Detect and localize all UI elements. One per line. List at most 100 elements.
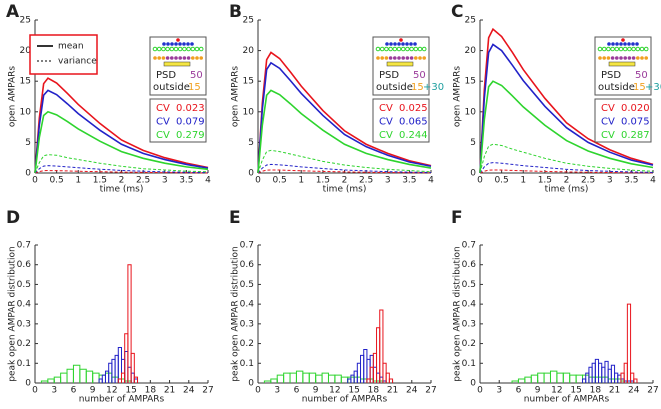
x-tick-label: 12 [329, 386, 340, 396]
receptor-dot [631, 42, 635, 46]
membrane-dot [421, 46, 427, 52]
psd-count: 50 [635, 70, 648, 81]
psd-dot [409, 56, 414, 60]
y-tick-label: 0.5 [462, 280, 476, 290]
psd-dot [186, 56, 191, 60]
y-tick-label: 5 [470, 138, 476, 148]
membrane-dot [597, 46, 603, 52]
hist-bin [321, 372, 329, 383]
legend-label: mean [58, 42, 84, 52]
panel-label: F [451, 208, 463, 228]
outside-label: outside [376, 82, 413, 93]
cv-value: 0.079 [176, 117, 205, 128]
y-tick-label: 0.5 [240, 280, 254, 290]
y-tick-label: 0.4 [17, 300, 32, 310]
x-tick-label: 15 [570, 386, 581, 396]
membrane-dot [156, 46, 162, 52]
x-tick-label: 3 [496, 386, 502, 396]
cv-label: CV [379, 130, 393, 141]
membrane-dot [169, 46, 175, 52]
x-tick-label: 0 [477, 176, 483, 186]
line-series [257, 89, 432, 174]
y-tick-label: 15 [243, 77, 254, 87]
hist-bin [379, 309, 384, 383]
psd-dot [606, 56, 611, 60]
y-tick-label: 0.6 [17, 260, 32, 270]
x-tick-label: 3.5 [402, 176, 416, 186]
glutamate-dot [399, 38, 403, 42]
x-tick-label: 9 [313, 386, 319, 396]
y-tick-label: 0.2 [17, 339, 31, 349]
receptor-dot [619, 42, 623, 46]
line-series [257, 61, 432, 174]
y-tick-label: 0 [248, 379, 254, 389]
panel-label: B [229, 2, 242, 22]
psd-dot [631, 56, 636, 60]
psd-dot [401, 56, 406, 60]
x-tick-label: 21 [387, 386, 398, 396]
x-tick-label: 12 [106, 386, 117, 396]
x-tick-label: 0 [32, 176, 38, 186]
receptor-dot [405, 42, 409, 46]
y-tick-label: 0.4 [240, 300, 255, 310]
membrane-dot [161, 46, 166, 52]
y-tick-label: 0.7 [17, 241, 31, 251]
x-tick-label: 2 [119, 176, 125, 186]
psd-dot [388, 56, 393, 60]
y-tick-label: 10 [20, 107, 32, 117]
hist-bin [327, 374, 336, 383]
cv-value: 0.020 [621, 103, 650, 114]
x-tick-label: 2.5 [136, 176, 150, 186]
membrane-dot [417, 46, 423, 52]
hist-bin [569, 374, 577, 383]
x-tick-label: 0.5 [494, 176, 508, 186]
x-tick-label: 1 [298, 176, 304, 186]
outside-extra: +30 [423, 82, 444, 93]
psd-dot [602, 56, 606, 60]
x-tick-label: 1 [520, 176, 526, 186]
y-tick-label: 0 [25, 379, 31, 389]
hist-bin [517, 378, 526, 383]
receptor-dot [611, 42, 615, 46]
y-tick-label: 15 [465, 77, 476, 87]
psd-dot [619, 56, 623, 60]
hist-bin [295, 370, 304, 383]
y-axis-label: open AMPARs [8, 66, 18, 128]
outside-count: 15 [188, 82, 201, 93]
psd-label: PSD [156, 70, 176, 81]
hist-bin [549, 370, 558, 383]
x-tick-label: 18 [590, 386, 602, 396]
cv-label: CV [601, 130, 615, 141]
receptor-dot [397, 42, 401, 46]
outside-label: outside [598, 82, 635, 93]
line-series [34, 170, 209, 174]
y-tick-label: 0.7 [462, 241, 476, 251]
hist-bin [633, 378, 638, 383]
y-tick-label: 10 [465, 107, 477, 117]
x-tick-label: 24 [406, 386, 418, 396]
receptor-dot [178, 42, 182, 46]
hist-bin [530, 374, 539, 383]
x-axis-label: number of AMPARs [302, 395, 388, 405]
y-tick-label: 0.5 [17, 280, 31, 290]
psd-dot [598, 56, 602, 60]
psd-dot [422, 56, 427, 60]
x-tick-label: 27 [425, 386, 436, 396]
cv-value: 0.244 [399, 130, 428, 141]
hist-bin [537, 372, 545, 383]
cv-label: CV [156, 130, 170, 141]
hist-bin [556, 372, 564, 383]
line-series [479, 43, 654, 174]
membrane-dot [392, 46, 398, 52]
y-tick-label: 25 [243, 16, 254, 26]
membrane-dot [400, 46, 406, 52]
membrane-dot [194, 46, 200, 52]
x-tick-label: 18 [368, 386, 380, 396]
receptor-dot [607, 42, 611, 46]
x-tick-label: 15 [348, 386, 359, 396]
receptor-dot [627, 42, 631, 46]
receptor-dot [401, 42, 405, 46]
psd-bar [163, 61, 191, 67]
cv-value: 0.287 [621, 130, 650, 141]
y-tick-label: 15 [20, 77, 31, 87]
